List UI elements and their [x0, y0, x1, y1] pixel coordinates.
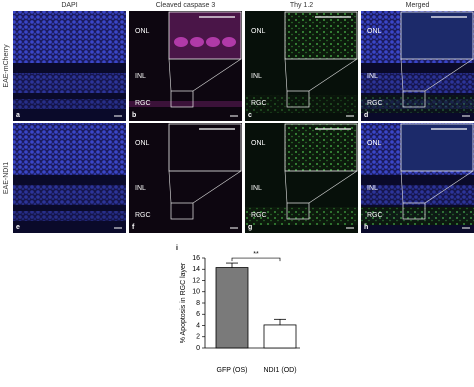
layer-label: ONL — [251, 140, 266, 147]
inl-layer — [361, 73, 474, 93]
panel-letter: g — [248, 224, 252, 231]
layer-label: INL — [367, 185, 378, 192]
inset — [400, 11, 474, 60]
panel-letter: a — [16, 112, 20, 119]
thy-stain — [245, 207, 358, 225]
onl-layer — [13, 11, 126, 63]
inl-layer — [13, 73, 126, 93]
micrograph-panel: ONL INL RGC b — [129, 11, 242, 121]
micrograph-panel: ONL INL RGC g — [245, 123, 358, 233]
y-tick-label: 4 — [196, 322, 200, 329]
layer-label: INL — [251, 73, 262, 80]
zoom-box — [286, 202, 310, 220]
layer-label: INL — [135, 73, 146, 80]
inset-line — [424, 170, 474, 204]
layer-label: ONL — [135, 140, 150, 147]
rgc-layer — [13, 211, 126, 221]
zoom-box — [170, 90, 194, 108]
x-tick-label: NDI1 (OD) — [263, 367, 296, 374]
y-tick-label: 12 — [192, 277, 200, 284]
layer-label: INL — [251, 185, 262, 192]
y-tick-label: 16 — [192, 255, 200, 262]
inset-line — [284, 170, 288, 204]
layer-label: RGC — [251, 100, 267, 107]
x-tick-label: GFP (OS) — [217, 367, 248, 374]
bar — [215, 267, 249, 349]
y-tick-label: 2 — [196, 334, 200, 341]
y-tick-label: 10 — [192, 289, 200, 296]
row-label: EAE-mCherry — [3, 44, 10, 88]
panel-letter: e — [16, 224, 20, 231]
column-header: Thy 1.2 — [290, 2, 313, 9]
significance-bracket — [231, 257, 281, 262]
layer-label: ONL — [367, 28, 382, 35]
layer-label: INL — [135, 185, 146, 192]
thy-stain — [361, 95, 474, 113]
layer-label: RGC — [367, 100, 383, 107]
caspase-stain — [129, 101, 242, 107]
layer-label: RGC — [367, 212, 383, 219]
micrograph-panel: e — [13, 123, 126, 233]
inset — [284, 11, 358, 60]
y-axis-label: % Apoptosis in RGC layer — [180, 262, 187, 343]
inset-line — [168, 58, 172, 92]
y-tick-label: 0 — [196, 345, 200, 352]
inset-line — [192, 58, 242, 92]
inset — [168, 11, 242, 60]
inset-line — [308, 170, 358, 204]
row-label: EAE-NDI1 — [3, 162, 10, 194]
onl-layer — [13, 123, 126, 175]
significance: ** — [253, 251, 259, 258]
layer-label: RGC — [251, 212, 267, 219]
panel-letter: i — [176, 245, 178, 252]
micrograph-panel: ONL INL RGC d — [361, 11, 474, 121]
zoom-box — [402, 90, 426, 108]
layer-label: RGC — [135, 100, 151, 107]
y-tick-label: 14 — [192, 266, 200, 273]
inset-line — [400, 58, 404, 92]
layer-label: INL — [367, 73, 378, 80]
zoom-box — [170, 202, 194, 220]
micrograph-panel: a — [13, 11, 126, 121]
inset-line — [308, 58, 358, 92]
inset-line — [168, 170, 172, 204]
layer-label: ONL — [251, 28, 266, 35]
inset — [168, 123, 242, 172]
inset-line — [400, 170, 404, 204]
panel-letter: b — [132, 112, 136, 119]
thy-stain — [245, 95, 358, 113]
inl-layer — [361, 185, 474, 205]
cell — [222, 37, 236, 47]
micrograph-panel: ONL INL RGC c — [245, 11, 358, 121]
micrograph-panel: ONL INL RGC h — [361, 123, 474, 233]
zoom-box — [286, 90, 310, 108]
column-header: DAPI — [61, 2, 77, 9]
bar — [263, 324, 297, 349]
column-header: Merged — [406, 2, 430, 9]
thy-stain — [361, 207, 474, 225]
cell — [190, 37, 204, 47]
layer-label: RGC — [135, 212, 151, 219]
panel-letter: f — [132, 224, 135, 231]
layer-label: ONL — [135, 28, 150, 35]
y-tick-label: 8 — [196, 300, 200, 307]
zoom-box — [402, 202, 426, 220]
layer-label: ONL — [367, 140, 382, 147]
y-tick-label: 6 — [196, 311, 200, 318]
column-header: Cleaved caspase 3 — [156, 2, 216, 9]
cell — [206, 37, 220, 47]
panel-letter: h — [364, 224, 368, 231]
panel-letter: c — [248, 112, 252, 119]
inset-line — [192, 170, 242, 204]
inl-layer — [13, 185, 126, 205]
cell — [174, 37, 188, 47]
inset — [284, 123, 358, 172]
rgc-layer — [13, 99, 126, 109]
inset — [400, 123, 474, 172]
inset-line — [424, 58, 474, 92]
panel-letter: d — [364, 112, 368, 119]
inset-line — [284, 58, 288, 92]
